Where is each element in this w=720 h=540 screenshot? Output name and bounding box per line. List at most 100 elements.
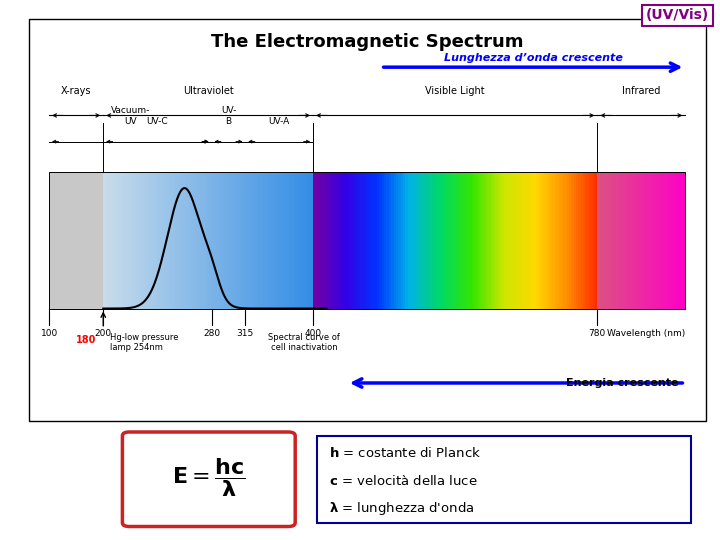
- Bar: [652, 172, 654, 308]
- FancyBboxPatch shape: [29, 19, 706, 421]
- Bar: [274, 172, 276, 308]
- Bar: [524, 172, 526, 308]
- Bar: [420, 172, 422, 308]
- Text: X-rays: X-rays: [61, 86, 91, 96]
- Bar: [315, 172, 318, 308]
- Bar: [237, 172, 240, 308]
- Bar: [328, 172, 330, 308]
- Bar: [363, 172, 365, 308]
- Bar: [216, 172, 219, 308]
- Text: 315: 315: [237, 329, 254, 338]
- Bar: [192, 172, 195, 308]
- Bar: [422, 172, 424, 308]
- Bar: [469, 172, 472, 308]
- FancyBboxPatch shape: [122, 432, 295, 526]
- Bar: [657, 172, 659, 308]
- Bar: [384, 172, 387, 308]
- Bar: [536, 172, 538, 308]
- Bar: [168, 172, 171, 308]
- Bar: [519, 172, 521, 308]
- Bar: [464, 172, 467, 308]
- Text: 400: 400: [305, 329, 322, 338]
- Bar: [166, 172, 169, 308]
- Bar: [401, 172, 403, 308]
- Bar: [348, 172, 351, 308]
- Bar: [661, 172, 663, 308]
- Bar: [624, 172, 626, 308]
- Bar: [261, 172, 264, 308]
- Bar: [424, 172, 427, 308]
- Bar: [119, 172, 122, 308]
- Text: Energia crescente: Energia crescente: [566, 378, 678, 388]
- Bar: [182, 172, 184, 308]
- Bar: [269, 172, 271, 308]
- Bar: [140, 172, 143, 308]
- Bar: [559, 172, 562, 308]
- Bar: [205, 172, 208, 308]
- Bar: [396, 172, 398, 308]
- Text: Ultraviolet: Ultraviolet: [183, 86, 233, 96]
- Bar: [548, 172, 550, 308]
- Bar: [282, 172, 284, 308]
- Bar: [132, 172, 135, 308]
- Bar: [117, 172, 119, 308]
- Bar: [517, 172, 519, 308]
- Bar: [106, 172, 109, 308]
- Bar: [681, 172, 683, 308]
- Bar: [176, 172, 179, 308]
- Bar: [387, 172, 389, 308]
- Bar: [541, 172, 543, 308]
- Text: Wavelength (nm): Wavelength (nm): [607, 329, 685, 338]
- Bar: [431, 172, 434, 308]
- Bar: [344, 172, 346, 308]
- Bar: [472, 172, 474, 308]
- Bar: [203, 172, 206, 308]
- Bar: [571, 172, 574, 308]
- Bar: [557, 172, 559, 308]
- Bar: [628, 172, 630, 308]
- Bar: [457, 172, 460, 308]
- Bar: [436, 172, 438, 308]
- Bar: [632, 172, 635, 308]
- Bar: [240, 172, 243, 308]
- Text: $\mathbf{h}$ = costante di Planck: $\mathbf{h}$ = costante di Planck: [329, 446, 481, 460]
- Bar: [503, 172, 505, 308]
- Bar: [481, 172, 484, 308]
- Bar: [361, 172, 363, 308]
- Bar: [650, 172, 652, 308]
- Bar: [453, 172, 455, 308]
- Bar: [598, 172, 600, 308]
- Bar: [654, 172, 657, 308]
- Text: UV-A: UV-A: [269, 117, 290, 125]
- Bar: [258, 172, 261, 308]
- Bar: [659, 172, 661, 308]
- Bar: [665, 172, 667, 308]
- Bar: [138, 172, 140, 308]
- Bar: [405, 172, 408, 308]
- Bar: [554, 172, 557, 308]
- Bar: [611, 172, 613, 308]
- Bar: [438, 172, 441, 308]
- Text: 100: 100: [40, 329, 58, 338]
- Bar: [334, 172, 337, 308]
- Bar: [325, 172, 328, 308]
- Bar: [370, 172, 372, 308]
- Bar: [337, 172, 339, 308]
- Bar: [227, 172, 229, 308]
- Bar: [613, 172, 615, 308]
- Text: $\mathbf{E} = \dfrac{\mathbf{hc}}{\boldsymbol{\lambda}}$: $\mathbf{E} = \dfrac{\mathbf{hc}}{\bolds…: [172, 456, 246, 499]
- Bar: [639, 172, 642, 308]
- Bar: [111, 172, 114, 308]
- Bar: [320, 172, 323, 308]
- Bar: [521, 172, 524, 308]
- Text: $\boldsymbol{\lambda}$ = lunghezza d'onda: $\boldsymbol{\lambda}$ = lunghezza d'ond…: [329, 500, 474, 517]
- Bar: [332, 172, 334, 308]
- Bar: [256, 172, 258, 308]
- Bar: [441, 172, 444, 308]
- Bar: [313, 172, 315, 308]
- Bar: [403, 172, 405, 308]
- Text: Visible Light: Visible Light: [426, 86, 485, 96]
- Bar: [310, 172, 313, 308]
- FancyBboxPatch shape: [318, 436, 690, 523]
- Bar: [171, 172, 174, 308]
